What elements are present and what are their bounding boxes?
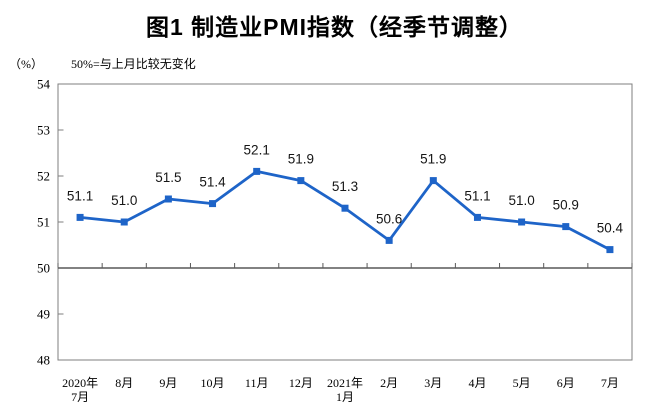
- x-axis-label: 2020年: [62, 376, 98, 390]
- y-axis-tick-label: 50: [37, 261, 50, 276]
- pmi-marker: [76, 213, 84, 221]
- pmi-marker: [253, 167, 261, 175]
- x-axis-label: 12月: [289, 376, 313, 390]
- data-label: 51.1: [67, 188, 93, 203]
- x-axis-label: 8月: [115, 376, 133, 390]
- x-axis-label: 10月: [201, 376, 225, 390]
- data-label: 51.3: [332, 179, 358, 194]
- data-label: 50.6: [376, 211, 402, 226]
- data-label: 51.0: [508, 193, 534, 208]
- y-axis-tick-label: 52: [37, 169, 50, 184]
- x-axis-label: 4月: [468, 376, 486, 390]
- x-axis-label: 7月: [601, 376, 619, 390]
- y-axis-tick-label: 51: [37, 215, 50, 230]
- plot-frame: [57, 83, 633, 361]
- data-label: 51.1: [464, 188, 490, 203]
- x-axis-label: 1月: [336, 390, 354, 404]
- chart-title: 图1 制造业PMI指数（经季节调整）: [145, 14, 524, 40]
- pmi-marker: [429, 177, 437, 185]
- pmi-marker: [120, 218, 128, 226]
- pmi-marker: [518, 218, 526, 226]
- x-axis-label: 2021年: [327, 376, 363, 390]
- pmi-marker: [209, 200, 217, 208]
- x-axis-label: 5月: [513, 376, 531, 390]
- pmi-marker: [562, 223, 570, 231]
- data-label: 51.0: [111, 193, 137, 208]
- data-label: 51.9: [288, 152, 314, 167]
- y-axis-tick-label: 48: [37, 353, 50, 368]
- pmi-marker: [341, 204, 349, 212]
- x-axis-label: 2月: [380, 376, 398, 390]
- pmi-marker: [385, 236, 393, 244]
- x-axis-label: 11月: [245, 376, 269, 390]
- pmi-marker: [473, 213, 481, 221]
- x-axis-label: 3月: [424, 376, 442, 390]
- pmi-marker: [164, 195, 172, 203]
- y-axis-unit-label: （%）: [9, 57, 43, 71]
- pmi-marker: [297, 177, 305, 185]
- data-label: 50.4: [597, 221, 624, 236]
- y-axis-tick-label: 49: [37, 307, 50, 322]
- pmi-marker: [606, 246, 614, 254]
- data-label: 51.5: [155, 170, 181, 185]
- data-label: 51.4: [199, 175, 226, 190]
- x-axis-label: 9月: [159, 376, 177, 390]
- x-axis-label: 7月: [71, 390, 89, 404]
- data-label: 51.9: [420, 152, 446, 167]
- y-axis-tick-label: 53: [37, 123, 50, 138]
- data-label: 52.1: [244, 142, 270, 157]
- x-axis-label: 6月: [557, 376, 575, 390]
- y-axis-tick-label: 54: [37, 77, 51, 92]
- reference-note: 50%=与上月比较无变化: [71, 57, 196, 71]
- data-label: 50.9: [553, 198, 579, 213]
